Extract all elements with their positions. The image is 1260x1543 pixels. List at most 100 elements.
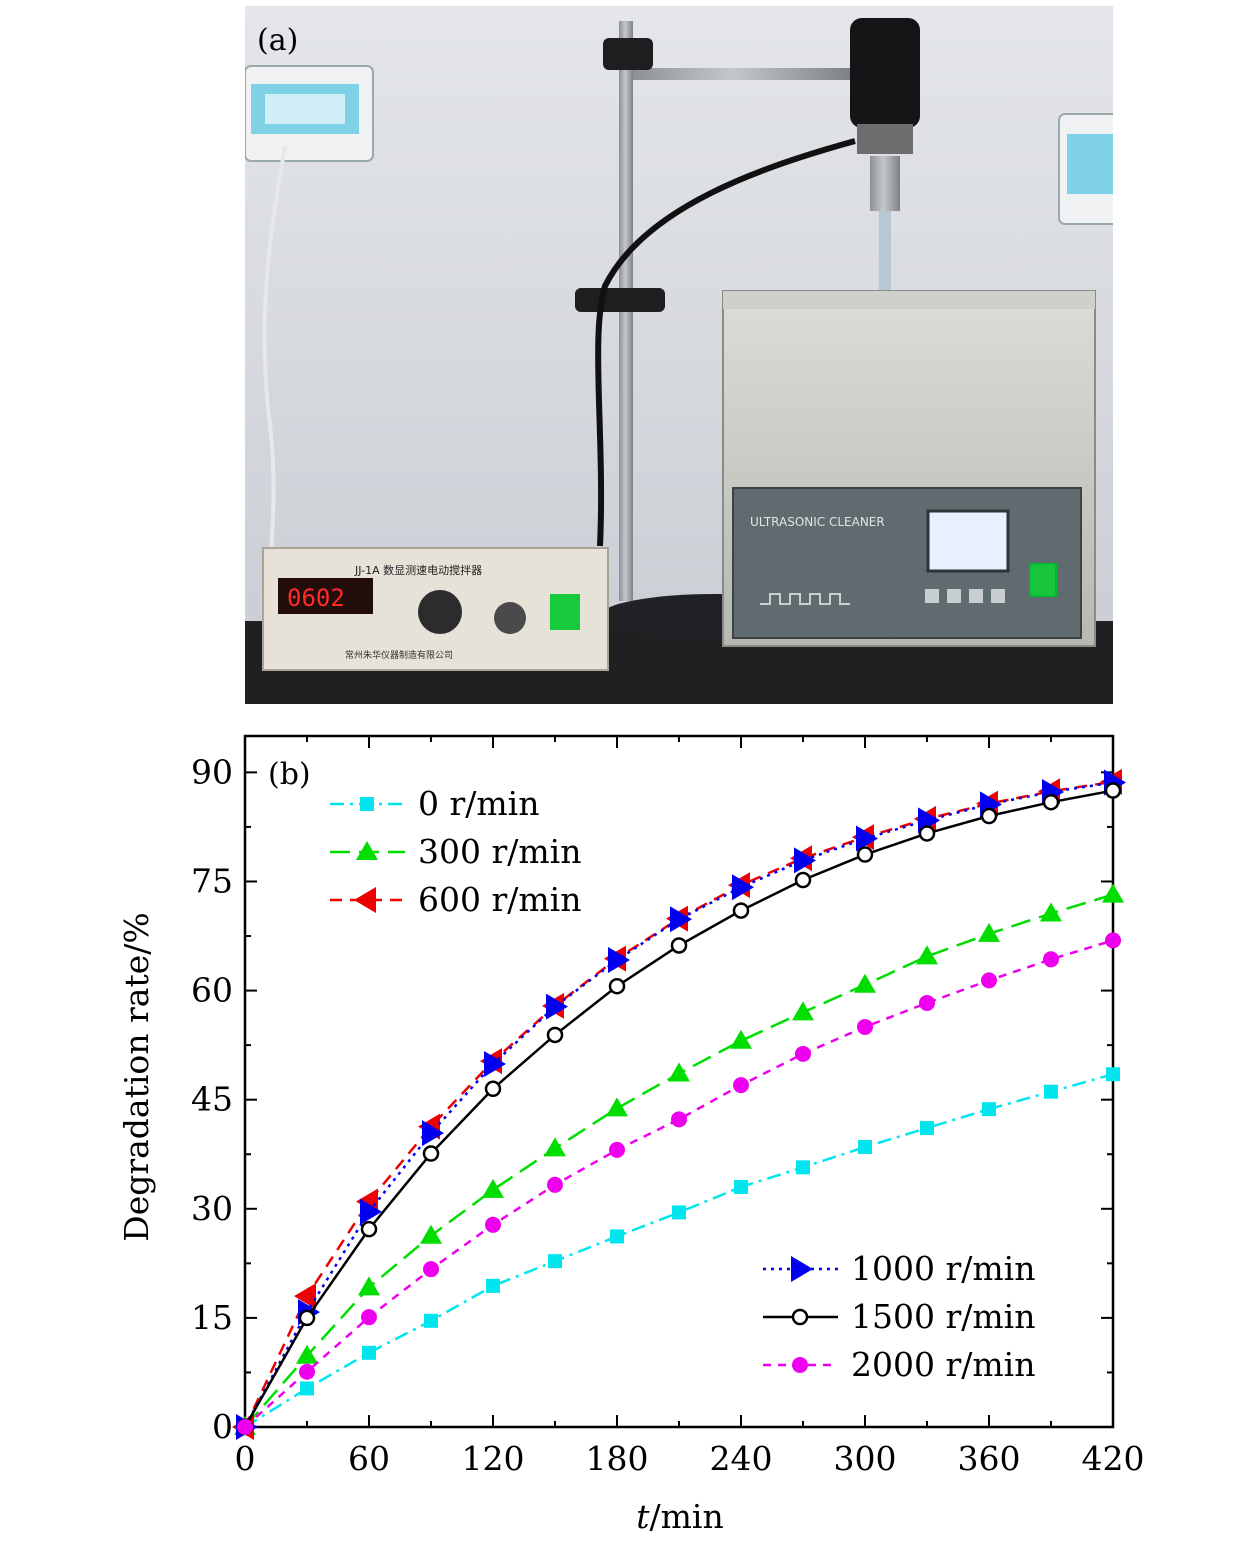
data-point-marker (1040, 902, 1062, 922)
clamp-arm (633, 68, 851, 80)
legend-entry: 600 r/min (330, 880, 581, 919)
controller-model: JJ-1A 数显测速电动搅拌器 (354, 563, 482, 577)
legend-marker (360, 797, 374, 811)
wall-socket-left (245, 65, 374, 162)
data-point-marker (484, 1080, 502, 1098)
cleaner-buttons (925, 589, 1005, 603)
data-point-marker (792, 1001, 814, 1021)
x-axis-title-unit: /min (650, 1497, 724, 1536)
data-point-marker (360, 1220, 378, 1238)
stirrer-motor (850, 18, 920, 128)
data-point-marker (482, 1178, 504, 1198)
data-point-marker (730, 1029, 752, 1049)
data-point-marker (486, 1278, 500, 1293)
cleaner-power-switch (1029, 563, 1057, 597)
stirrer-coupling (870, 156, 900, 211)
data-point-marker (982, 1102, 996, 1117)
data-point-marker (300, 1381, 314, 1396)
data-point-marker (548, 1254, 562, 1269)
panel-b-label: (b) (268, 757, 311, 792)
data-point-marker (857, 1018, 873, 1035)
data-point-marker (918, 825, 936, 842)
wave-logo (760, 593, 850, 605)
data-point-marker (237, 1419, 253, 1435)
data-point-marker (361, 1309, 377, 1326)
data-point-marker (670, 906, 692, 933)
legend-layer: 0 r/min 300 r/min 600 r/min 1000 r/min 1500 … (330, 784, 1035, 1384)
x-tick-label: 240 (710, 1439, 773, 1478)
data-point-marker (668, 1062, 690, 1082)
controller-maker: 常州朱华仪器制造有限公司 (345, 649, 453, 661)
data-point-marker (981, 972, 997, 989)
y-tick-label: 45 (191, 1080, 233, 1119)
data-point-marker (919, 994, 935, 1011)
x-tick-label: 0 (235, 1439, 256, 1478)
data-point-marker (795, 1045, 811, 1062)
data-point-marker (422, 1145, 440, 1162)
data-point-marker (794, 847, 816, 874)
data-point-marker (1105, 932, 1121, 949)
legend-label: 0 r/min (418, 784, 539, 823)
data-point-marker (296, 1344, 318, 1364)
y-tick-label: 30 (191, 1189, 233, 1228)
x-tick-label: 120 (462, 1439, 525, 1478)
data-point-marker (1104, 782, 1122, 799)
legend-marker (354, 887, 376, 913)
data-point-marker (544, 1137, 566, 1157)
data-point-marker (485, 1216, 501, 1233)
data-point-marker (854, 973, 876, 993)
data-point-marker (422, 1120, 444, 1147)
data-point-marker (358, 1276, 380, 1296)
data-point-marker (734, 1179, 748, 1194)
legend-marker (356, 841, 378, 860)
series-layer (232, 768, 1126, 1440)
x-tick-label: 360 (958, 1439, 1021, 1478)
panel-a-label: (a) (257, 23, 298, 58)
legend-entry: 300 r/min (330, 832, 581, 871)
data-point-marker (796, 1160, 810, 1175)
series-2000-r-min (237, 932, 1121, 1435)
legend-entry: 0 r/min (330, 784, 539, 823)
data-point-marker (423, 1261, 439, 1278)
legend-marker (791, 1256, 813, 1282)
x-tick-label: 420 (1082, 1439, 1145, 1478)
legend-entry: 2000 r/min (763, 1345, 1035, 1384)
data-point-marker (484, 1051, 506, 1078)
data-point-marker (299, 1363, 315, 1380)
axis-ticks: 0 60 120 180 240 300 360 420 0 15 30 45 60 75 90 (191, 736, 1145, 1478)
data-point-marker (360, 1198, 382, 1225)
ultrasonic-cleaner: ULTRASONIC CLEANER (722, 290, 1096, 647)
lower-clamp (575, 288, 665, 312)
y-tick-label: 75 (191, 861, 233, 900)
speed-display-value: 0602 (287, 584, 345, 612)
speed-display (278, 578, 373, 614)
series-300-r-min (234, 883, 1124, 1435)
data-point-marker (980, 807, 998, 825)
stirrer-shaft (879, 211, 891, 296)
speed-knob (418, 590, 462, 634)
data-point-marker (420, 1224, 442, 1244)
data-point-marker (608, 977, 626, 995)
upper-clamp (603, 38, 653, 70)
degradation-chart: 0 60 120 180 240 300 360 420 0 15 30 45 60 75 90 0 r/m… (117, 734, 1145, 1536)
x-axis-title-variable: t (636, 1497, 650, 1536)
data-point-marker (858, 1139, 872, 1154)
legend-label: 1500 r/min (851, 1297, 1035, 1336)
data-point-marker (732, 902, 750, 919)
data-point-marker (1106, 1067, 1120, 1082)
x-tick-label: 180 (586, 1439, 649, 1478)
wall-socket-right (1058, 113, 1113, 225)
data-point-marker (546, 993, 568, 1020)
data-point-marker (978, 922, 1000, 942)
y-tick-label: 90 (191, 752, 233, 791)
y-tick-label: 15 (191, 1298, 233, 1337)
data-point-marker (606, 1097, 628, 1117)
legend-label: 600 r/min (418, 880, 581, 919)
data-point-marker (608, 947, 630, 974)
data-point-marker (732, 874, 754, 901)
legend-label: 1000 r/min (851, 1249, 1035, 1288)
data-point-marker (298, 1309, 316, 1327)
data-point-marker (546, 1026, 564, 1044)
legend-label: 300 r/min (418, 832, 581, 871)
data-point-marker (794, 871, 812, 889)
